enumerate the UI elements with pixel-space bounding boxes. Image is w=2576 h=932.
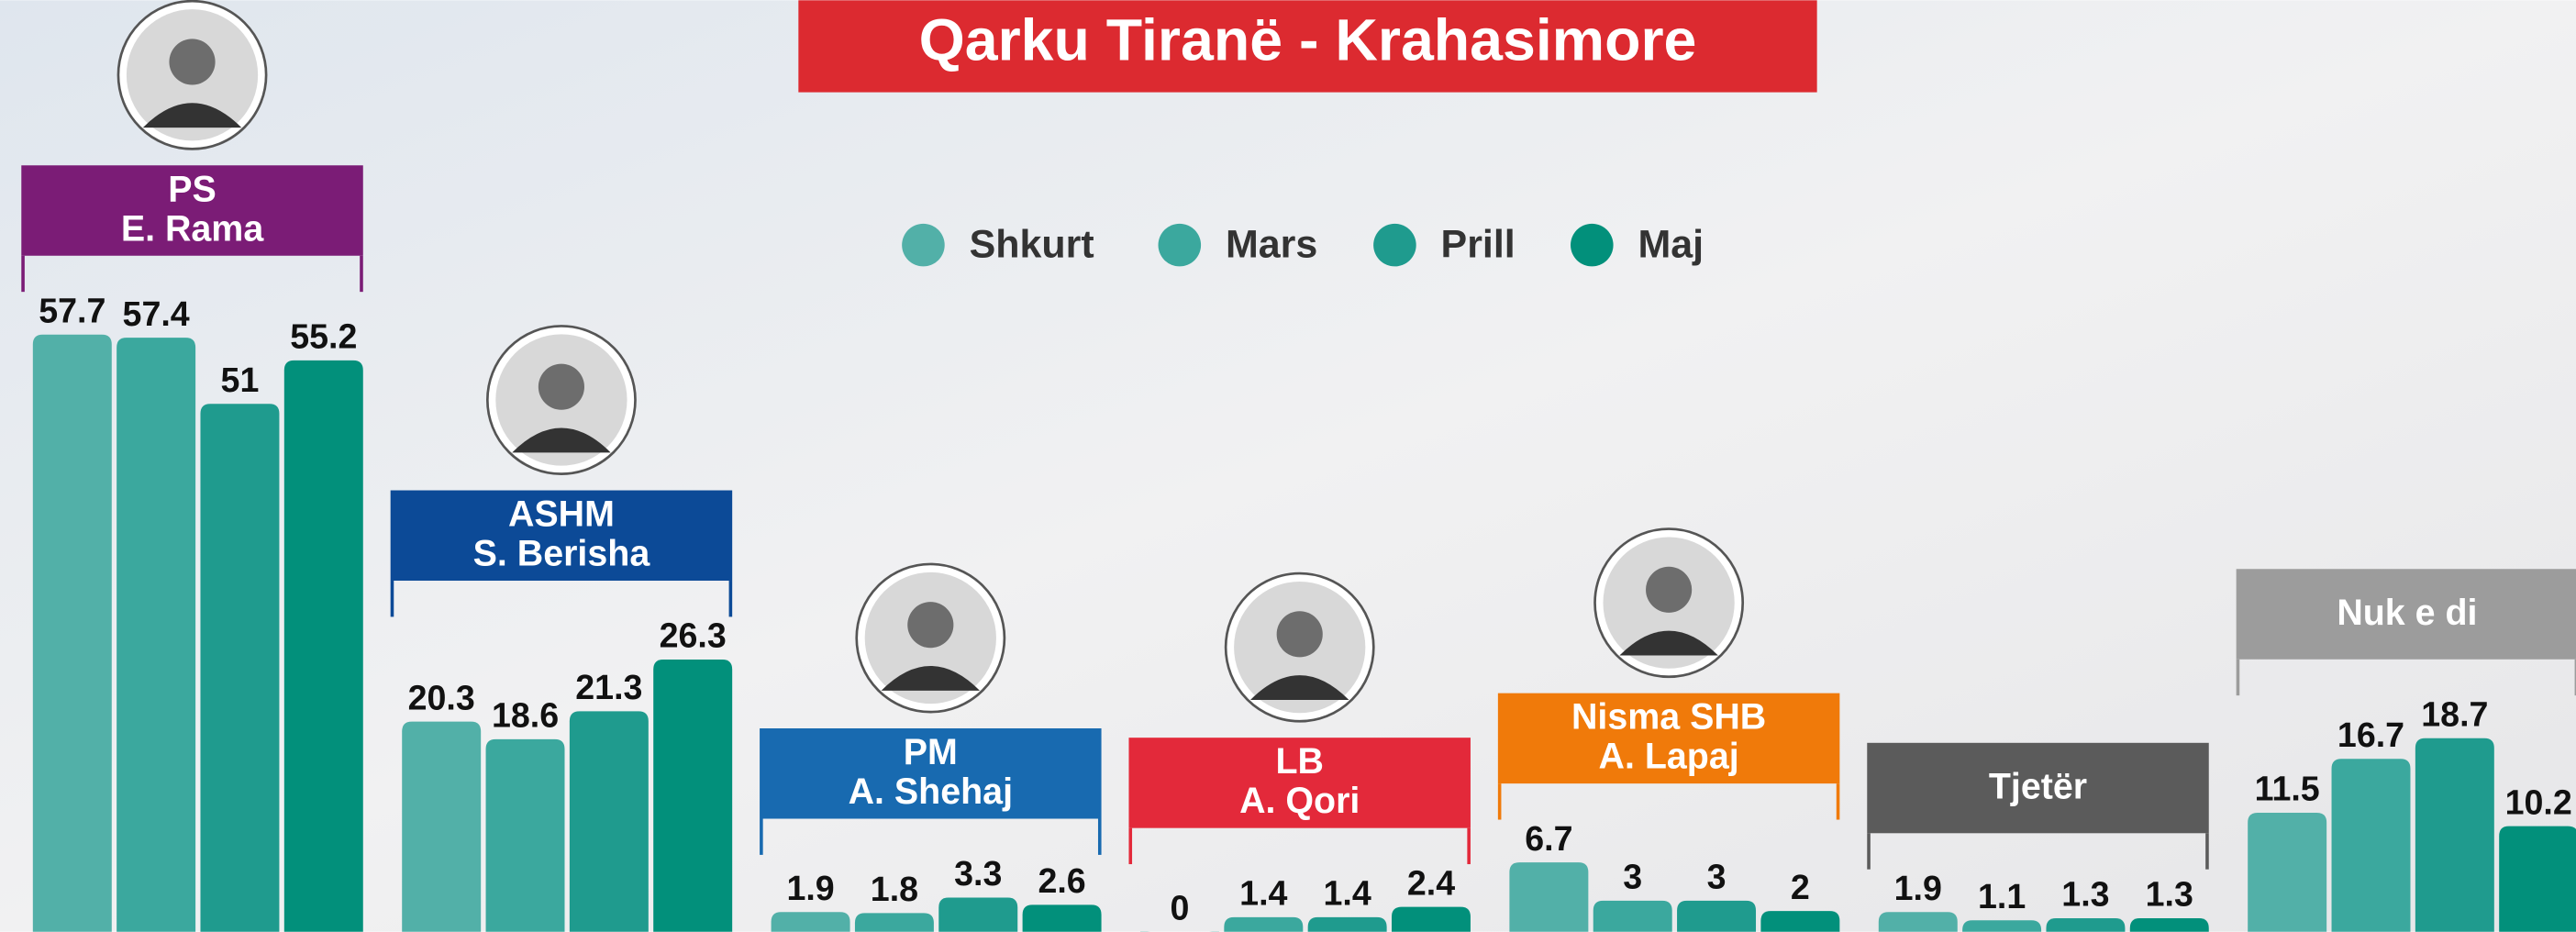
portrait-head bbox=[169, 39, 215, 84]
value-label: 57.7 bbox=[39, 291, 105, 329]
legend-label: Mars bbox=[1226, 222, 1317, 266]
value-label: 21.3 bbox=[575, 668, 642, 706]
bar bbox=[2130, 918, 2209, 932]
bar bbox=[2415, 738, 2494, 932]
legend-swatch bbox=[1373, 224, 1416, 267]
bar bbox=[1224, 917, 1303, 932]
chart: Qarku Tiranë - Krahasimore Shkurt Mars Pri… bbox=[0, 0, 2576, 932]
bar bbox=[2499, 827, 2576, 932]
bar bbox=[1677, 901, 1756, 932]
leader-label: A. Lapaj bbox=[1599, 737, 1739, 777]
value-label: 1.3 bbox=[2061, 875, 2109, 914]
legend-swatch bbox=[1159, 224, 1202, 267]
value-label: 1.1 bbox=[1978, 877, 2026, 915]
value-label: 1.9 bbox=[786, 869, 834, 907]
bar bbox=[33, 335, 112, 932]
bar bbox=[855, 913, 934, 931]
legend-label: Shkurt bbox=[970, 222, 1094, 266]
leader-label: S. Berisha bbox=[473, 534, 651, 574]
category-label: LB bbox=[1275, 741, 1324, 782]
category-label: PM bbox=[904, 732, 958, 772]
value-label: 18.7 bbox=[2421, 694, 2488, 733]
value-label: 1.4 bbox=[1324, 874, 1371, 913]
legend-swatch bbox=[1571, 224, 1614, 267]
value-label: 2.4 bbox=[1407, 863, 1455, 902]
value-label: 2 bbox=[1791, 868, 1810, 906]
legend-swatch bbox=[902, 224, 945, 267]
leader-label: E. Rama bbox=[121, 208, 264, 249]
bar bbox=[1023, 904, 1102, 931]
value-label: 1.9 bbox=[1894, 869, 1942, 907]
legend: Shkurt Mars Prill Maj bbox=[902, 222, 1704, 266]
bar bbox=[938, 897, 1017, 931]
category-label: Nisma SHB bbox=[1571, 697, 1766, 738]
bar bbox=[1593, 901, 1672, 932]
value-label: 10.2 bbox=[2505, 782, 2572, 821]
legend-label: Maj bbox=[1638, 222, 1704, 266]
value-label: 1.3 bbox=[2146, 875, 2193, 914]
value-label: 11.5 bbox=[2255, 770, 2320, 808]
bar bbox=[570, 711, 649, 931]
value-label: 18.6 bbox=[492, 696, 559, 735]
bar bbox=[2248, 813, 2326, 932]
bar bbox=[486, 739, 565, 932]
bar bbox=[2046, 918, 2125, 932]
value-label: 26.3 bbox=[660, 616, 727, 655]
category-label: PS bbox=[168, 169, 217, 209]
portrait-head bbox=[1646, 567, 1692, 613]
legend-label: Prill bbox=[1441, 222, 1516, 266]
bar bbox=[1509, 862, 1588, 932]
bar bbox=[1392, 907, 1471, 932]
value-label: 3.3 bbox=[954, 854, 1002, 893]
category-label: Tjetër bbox=[1989, 766, 2087, 806]
value-label: 51 bbox=[221, 361, 260, 399]
value-label: 2.6 bbox=[1038, 861, 1085, 900]
chart-title: Qarku Tiranë - Krahasimore bbox=[919, 7, 1697, 73]
bar bbox=[200, 404, 279, 931]
bar bbox=[1962, 920, 2041, 931]
value-label: 3 bbox=[1707, 858, 1727, 896]
value-label: 16.7 bbox=[2337, 716, 2404, 754]
leader-label: A. Shehaj bbox=[849, 771, 1013, 812]
value-label: 20.3 bbox=[408, 678, 475, 716]
bar bbox=[653, 660, 732, 932]
value-label: 6.7 bbox=[1525, 819, 1572, 858]
portrait-head bbox=[539, 364, 584, 410]
bar bbox=[402, 722, 481, 932]
bar bbox=[772, 912, 850, 931]
value-label: 57.4 bbox=[123, 294, 190, 333]
value-label: 3 bbox=[1623, 858, 1642, 896]
bar bbox=[2332, 759, 2411, 931]
value-label: 1.8 bbox=[871, 870, 918, 908]
portrait-head bbox=[907, 602, 953, 648]
value-label: 55.2 bbox=[290, 317, 357, 356]
portrait-head bbox=[1277, 611, 1323, 657]
value-label: 0 bbox=[1171, 888, 1190, 926]
value-label: 1.4 bbox=[1239, 874, 1287, 913]
bar bbox=[1308, 917, 1387, 932]
leader-label: A. Qori bbox=[1239, 781, 1360, 821]
bar bbox=[284, 361, 363, 932]
bar bbox=[1879, 912, 1958, 931]
category-label: Nuk e di bbox=[2337, 593, 2477, 633]
category-label: ASHM bbox=[508, 494, 615, 535]
bar bbox=[117, 338, 195, 932]
bar bbox=[1760, 911, 1839, 932]
